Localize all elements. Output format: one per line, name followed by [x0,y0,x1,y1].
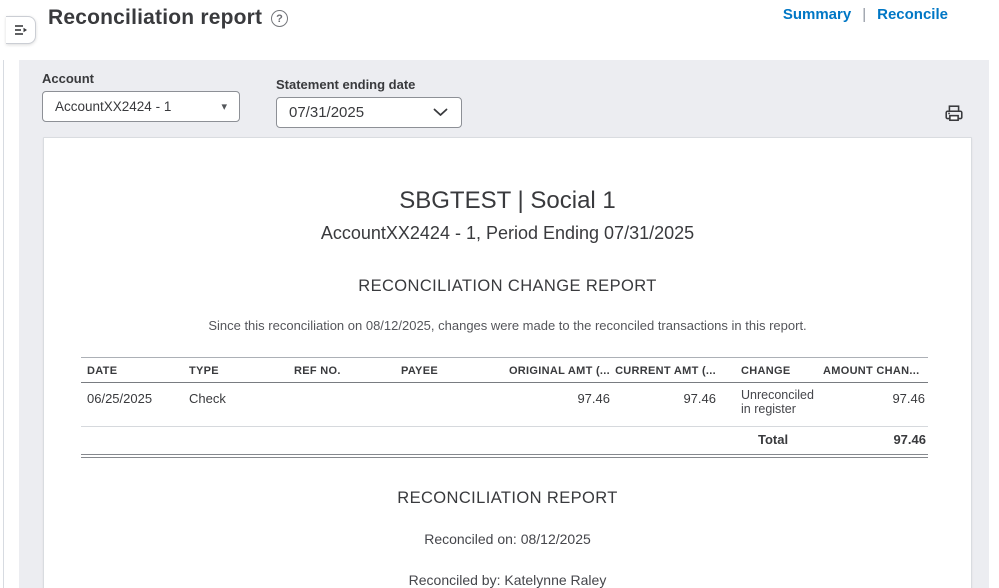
col-header-ref-no: REF NO. [294,365,341,377]
change-report-note: Since this reconciliation on 08/12/2025,… [208,318,807,333]
reconciled-by-text: Reconciled by: Katelynne Raley [408,571,607,588]
account-select-value: AccountXX2424 - 1 [55,99,172,114]
total-value: 97.46 [893,431,926,447]
caret-down-icon: ▾ [221,101,227,113]
cell-change: Unreconciled in register [741,388,814,417]
report-card: SBGTEST | Social 1 AccountXX2424 - 1, Pe… [43,137,972,588]
print-button[interactable] [941,101,967,127]
statement-ending-date-label: Statement ending date [276,77,416,92]
cell-original-amt: 97.46 [577,391,610,406]
account-select[interactable]: AccountXX2424 - 1 ▾ [42,91,240,122]
total-label: Total [758,431,789,447]
table-header: DATE TYPE REF NO. PAYEE ORIGINAL AMT (..… [81,357,928,383]
reconciliation-report-heading: RECONCILIATION REPORT [397,488,618,507]
table-row[interactable]: 06/25/2025 Check 97.46 97.46 Unreconcile… [81,383,928,427]
change-report-table: DATE TYPE REF NO. PAYEE ORIGINAL AMT (..… [81,357,928,454]
change-report-heading: RECONCILIATION CHANGE REPORT [358,277,657,295]
account-label: Account [42,71,94,86]
col-header-date: DATE [87,365,118,377]
help-icon[interactable]: ? [271,10,288,27]
col-header-original-amt: ORIGINAL AMT (... [508,365,610,377]
cell-amount-change: 97.46 [892,391,925,406]
col-header-type: TYPE [189,365,219,377]
reconciled-on-text: Reconciled on: 08/12/2025 [424,530,591,547]
printer-icon [943,103,965,125]
table-total-row: Total 97.46 [81,426,928,454]
col-header-payee: PAYEE [401,365,438,377]
cell-type: Check [189,391,226,406]
cell-date: 06/25/2025 [87,391,153,406]
header-links: Summary | Reconcile [783,6,948,23]
report-subtitle: AccountXX2424 - 1, Period Ending 07/31/2… [320,223,695,243]
col-header-amount-change: AMOUNT CHAN... [823,365,920,377]
col-header-change: CHANGE [741,365,791,377]
summary-link[interactable]: Summary [782,6,852,23]
reconcile-link[interactable]: Reconcile [877,6,948,23]
filters-panel: Account AccountXX2424 - 1 ▾ Statement en… [19,60,989,588]
statement-ending-date-select[interactable]: 07/31/2025 [276,97,462,128]
table-bottom-double-rule [81,453,928,458]
page-header: Reconciliation report ? Summary | Reconc… [0,0,999,60]
help-glyph: ? [276,12,283,25]
link-separator: | [862,6,867,23]
sidebar-toggle-button[interactable] [6,16,36,44]
sidebar-expand-icon [13,23,29,37]
cell-ref-no [288,383,395,427]
statement-date-value: 07/31/2025 [289,104,365,121]
col-header-current-amt: CURRENT AMT (... [615,365,716,377]
cell-payee [395,383,503,427]
chevron-down-icon [433,108,448,117]
cell-current-amt: 97.46 [683,391,716,406]
left-border-line [3,0,4,588]
page-title: Reconciliation report [48,6,263,29]
company-title: SBGTEST | Social 1 [399,187,616,214]
